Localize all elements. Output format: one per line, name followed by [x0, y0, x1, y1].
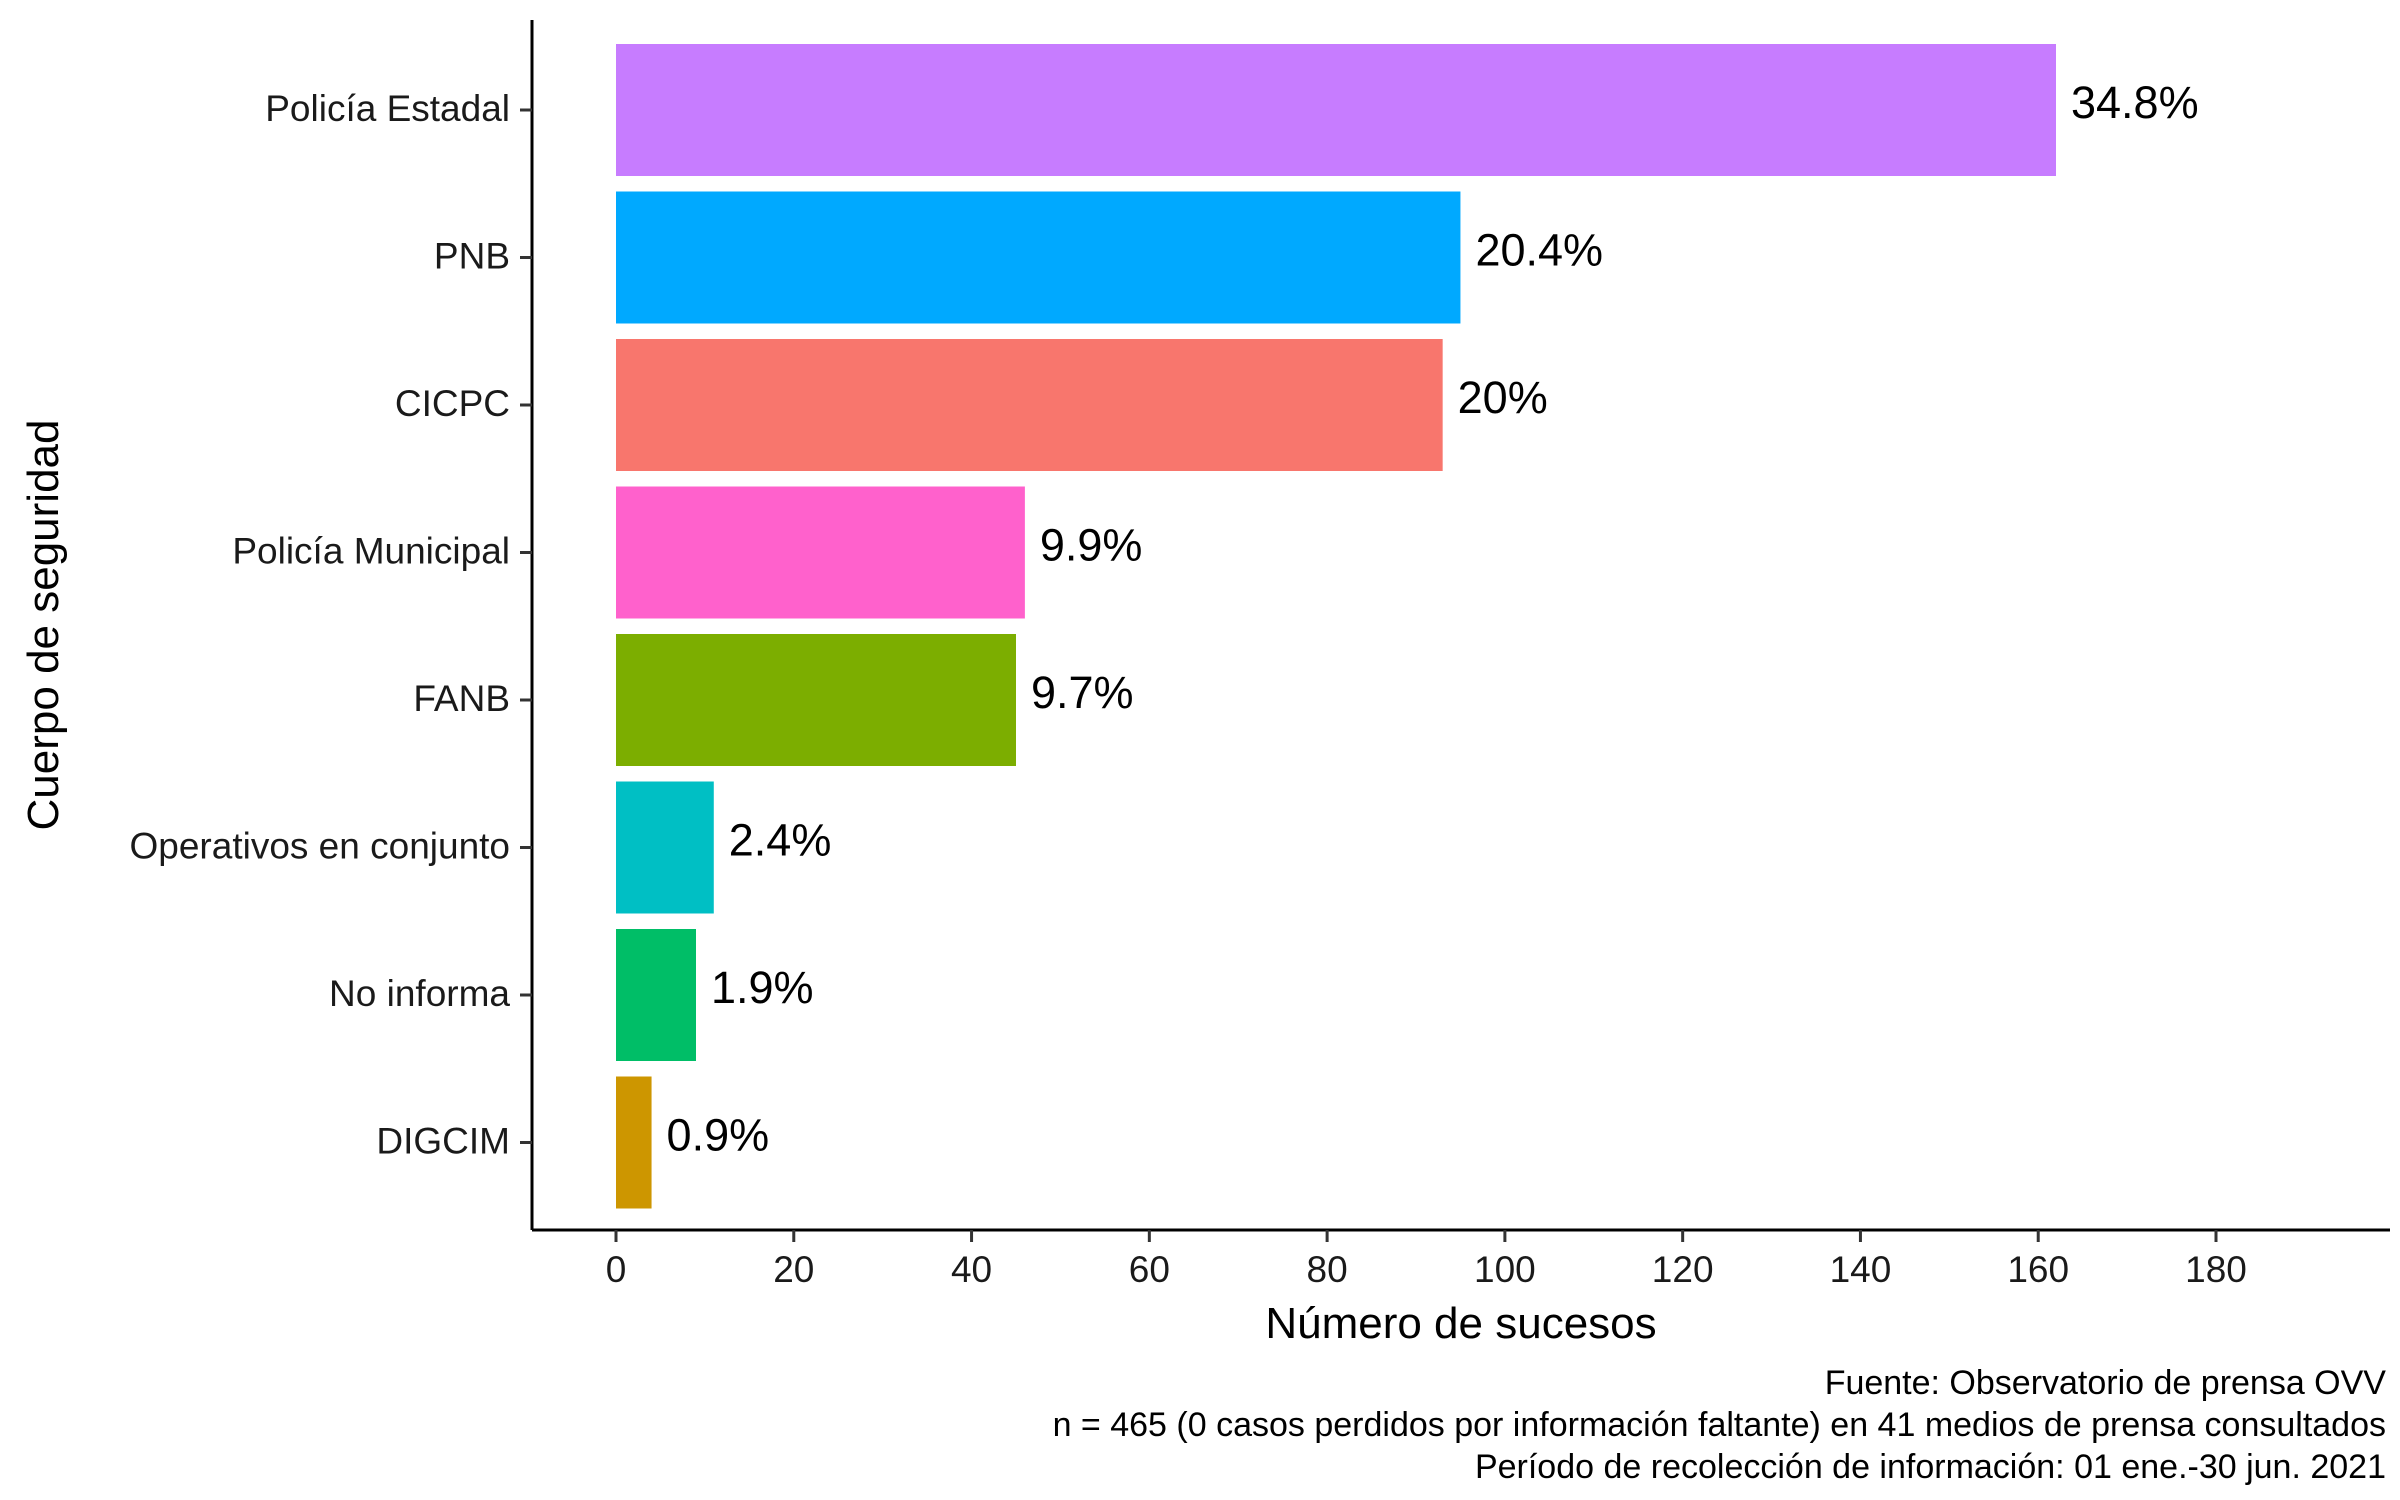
x-tick-label-40: 40	[951, 1249, 992, 1290]
bar-no-informa	[616, 929, 696, 1061]
data-label-no-informa: 1.9%	[711, 962, 814, 1013]
bar-policia-estadal	[616, 44, 2056, 176]
data-label-digcim: 0.9%	[667, 1109, 770, 1160]
y-tick-label-fanb: FANB	[413, 678, 510, 719]
data-label-pnb: 20.4%	[1475, 224, 1603, 275]
y-tick-label-policia-estadal: Policía Estadal	[265, 88, 510, 129]
y-tick-label-operativos-en-conjunto: Operativos en conjunto	[129, 825, 510, 866]
x-tick-label-0: 0	[606, 1249, 627, 1290]
axes-layer	[530, 20, 2390, 1232]
caption-period: Período de recolección de información: 0…	[1475, 1448, 2386, 1486]
x-ticks: 0 20 40 60 80 100 120 140 160 180	[606, 1230, 2247, 1290]
y-tick-label-pnb: PNB	[434, 235, 510, 276]
data-label-policia-municipal: 9.9%	[1040, 519, 1143, 570]
x-tick-label-60: 60	[1129, 1249, 1170, 1290]
caption-source: Fuente: Observatorio de prensa OVV	[1825, 1364, 2387, 1402]
data-label-fanb: 9.7%	[1031, 667, 1134, 718]
y-tick-label-cicpc: CICPC	[395, 383, 510, 424]
x-tick-label-20: 20	[773, 1249, 814, 1290]
x-tick-label-180: 180	[2185, 1249, 2247, 1290]
y-axis-title: Cuerpo de seguridad	[19, 420, 68, 831]
data-label-operativos-en-conjunto: 2.4%	[729, 814, 832, 865]
y-tick-label-policia-municipal: Policía Municipal	[232, 530, 510, 571]
x-tick-label-160: 160	[2007, 1249, 2069, 1290]
data-label-cicpc: 20%	[1458, 372, 1548, 423]
y-ticks: Policía Estadal PNB CICPC Policía Municipal…	[129, 88, 532, 1161]
data-label-policia-estadal: 34.8%	[2071, 77, 2199, 128]
x-tick-label-120: 120	[1652, 1249, 1714, 1290]
y-tick-label-digcim: DIGCIM	[376, 1120, 510, 1161]
x-tick-label-100: 100	[1474, 1249, 1536, 1290]
bars-layer	[616, 44, 2056, 1209]
bar-operativos-en-conjunto	[616, 781, 714, 914]
bar-pnb	[616, 191, 1461, 324]
x-tick-label-140: 140	[1830, 1249, 1892, 1290]
bar-fanb	[616, 634, 1016, 766]
caption: Fuente: Observatorio de prensa OVV n = 4…	[1053, 1364, 2387, 1486]
bar-cicpc	[616, 339, 1443, 471]
bar-policia-municipal	[616, 486, 1025, 619]
caption-sample-size: n = 465 (0 casos perdidos por informació…	[1053, 1406, 2386, 1444]
data-labels-layer: 34.8% 20.4% 20% 9.9% 9.7% 2.4% 1.9% 0.9%	[667, 77, 2199, 1161]
x-axis-title: Número de sucesos	[1265, 1299, 1656, 1348]
y-tick-label-no-informa: No informa	[329, 973, 510, 1014]
bar-digcim	[616, 1076, 652, 1209]
x-tick-label-80: 80	[1307, 1249, 1348, 1290]
